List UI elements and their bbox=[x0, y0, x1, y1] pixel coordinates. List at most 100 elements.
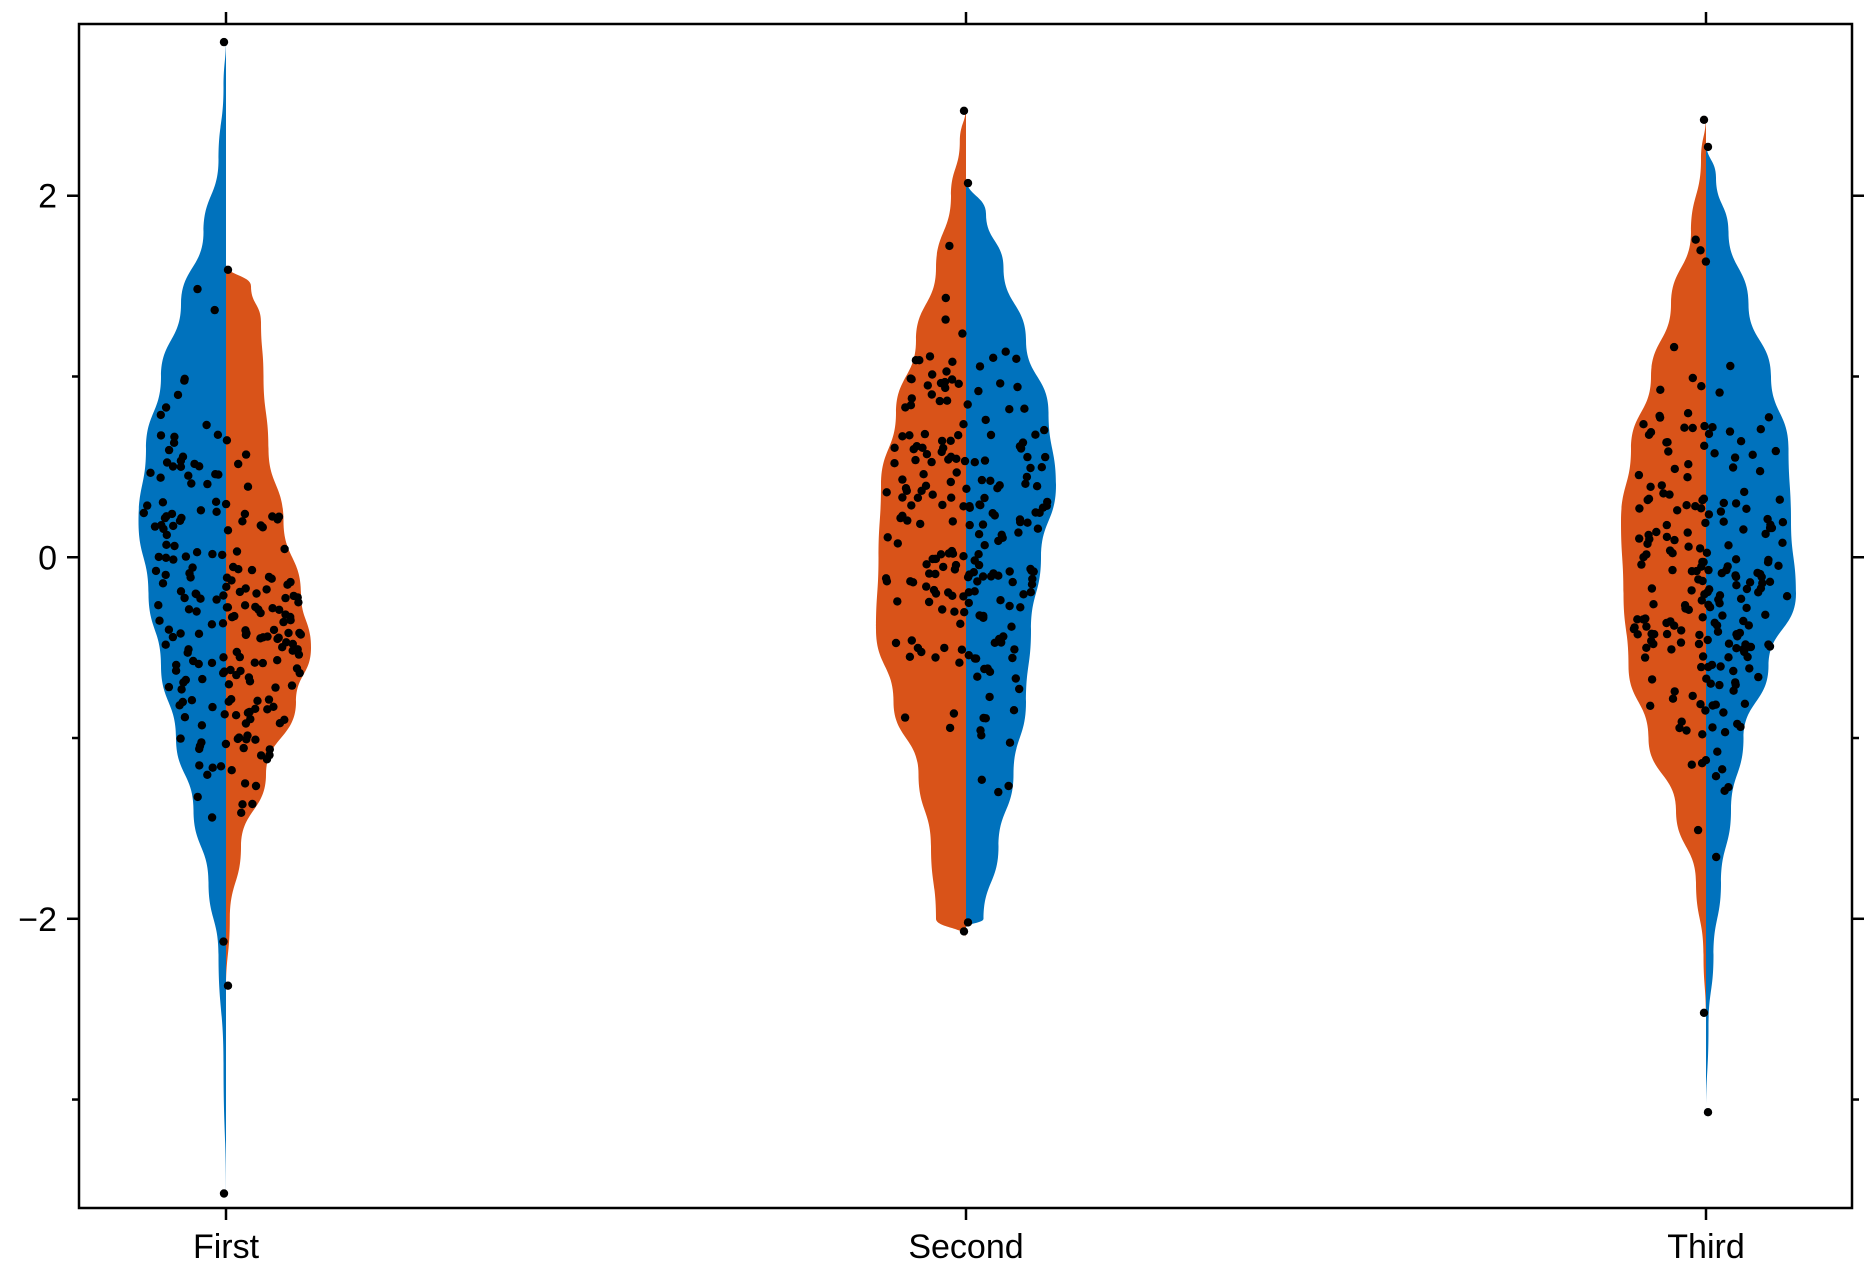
data-point bbox=[170, 432, 179, 441]
data-point bbox=[222, 573, 232, 582]
data-point bbox=[1646, 482, 1655, 491]
data-point bbox=[1736, 437, 1746, 446]
data-point bbox=[1719, 708, 1728, 717]
data-point bbox=[258, 523, 267, 532]
data-point bbox=[160, 513, 170, 523]
data-point bbox=[212, 595, 221, 604]
data-point bbox=[1662, 520, 1672, 530]
data-point bbox=[981, 415, 990, 425]
data-point bbox=[963, 918, 973, 927]
data-point bbox=[913, 493, 923, 502]
data-point bbox=[1726, 361, 1735, 371]
x-category-label-second: Second bbox=[908, 1228, 1023, 1266]
x-axis-labels: First Second Third bbox=[193, 1228, 1745, 1266]
data-point bbox=[248, 799, 257, 809]
data-point bbox=[1698, 652, 1708, 661]
data-point bbox=[158, 579, 168, 588]
data-point bbox=[946, 477, 955, 487]
data-point bbox=[905, 431, 914, 440]
data-point bbox=[284, 628, 293, 638]
data-point bbox=[1015, 442, 1025, 451]
data-point bbox=[945, 241, 954, 251]
data-point bbox=[959, 502, 968, 511]
data-point bbox=[203, 770, 212, 779]
data-point bbox=[253, 696, 262, 705]
data-point bbox=[948, 517, 957, 526]
data-point bbox=[227, 766, 236, 775]
data-point bbox=[245, 677, 255, 686]
data-point bbox=[275, 719, 285, 728]
data-point bbox=[208, 549, 217, 559]
data-point bbox=[1764, 640, 1773, 649]
data-point bbox=[1746, 642, 1756, 652]
data-point bbox=[964, 598, 973, 608]
data-point bbox=[909, 445, 918, 454]
data-point bbox=[965, 520, 974, 530]
data-point bbox=[220, 710, 229, 719]
data-point bbox=[1743, 652, 1752, 662]
data-point bbox=[280, 544, 289, 554]
data-point bbox=[1701, 518, 1710, 528]
data-point bbox=[164, 682, 174, 692]
data-point bbox=[1657, 481, 1667, 490]
data-point bbox=[1684, 460, 1693, 469]
data-point bbox=[898, 511, 907, 520]
data-point bbox=[219, 653, 228, 662]
data-point bbox=[1725, 427, 1735, 436]
data-point bbox=[1004, 781, 1013, 791]
data-point bbox=[1745, 664, 1754, 673]
data-point bbox=[995, 634, 1004, 644]
data-point bbox=[990, 511, 999, 520]
data-point bbox=[1713, 747, 1722, 756]
data-point bbox=[973, 577, 982, 586]
data-point bbox=[1704, 565, 1713, 575]
data-point bbox=[1643, 495, 1652, 505]
data-point bbox=[1682, 726, 1691, 735]
data-point bbox=[193, 284, 202, 294]
data-point bbox=[1731, 499, 1741, 508]
data-point bbox=[1696, 700, 1705, 709]
data-point bbox=[981, 714, 990, 723]
data-point bbox=[1694, 639, 1704, 649]
data-point bbox=[1716, 507, 1726, 516]
data-point bbox=[882, 577, 892, 586]
data-point bbox=[1758, 579, 1767, 588]
violin-layer bbox=[138, 36, 1796, 1199]
data-point bbox=[1730, 453, 1740, 462]
data-point bbox=[882, 488, 891, 497]
data-point bbox=[278, 643, 287, 652]
data-point bbox=[1740, 699, 1750, 708]
data-point bbox=[1719, 517, 1728, 526]
data-point bbox=[1645, 534, 1654, 544]
data-point bbox=[1732, 644, 1741, 653]
data-point bbox=[258, 658, 267, 668]
data-point bbox=[890, 459, 899, 468]
data-point bbox=[922, 560, 931, 569]
data-point bbox=[1646, 428, 1656, 437]
data-point bbox=[164, 625, 174, 634]
data-point bbox=[1013, 382, 1022, 392]
data-point bbox=[223, 603, 233, 612]
data-point bbox=[1032, 482, 1042, 491]
data-point bbox=[1701, 756, 1711, 765]
data-point bbox=[1675, 723, 1684, 733]
data-point bbox=[222, 582, 231, 591]
data-point bbox=[970, 587, 979, 596]
data-point bbox=[161, 403, 171, 412]
data-point bbox=[1724, 653, 1733, 662]
data-point bbox=[234, 733, 244, 742]
data-point bbox=[1670, 687, 1679, 696]
data-point bbox=[977, 775, 986, 784]
data-point bbox=[1005, 567, 1014, 576]
data-point bbox=[193, 792, 202, 802]
data-point bbox=[1729, 686, 1738, 695]
data-point bbox=[1699, 1008, 1709, 1017]
data-point bbox=[176, 734, 185, 743]
data-point bbox=[950, 607, 959, 616]
data-point bbox=[183, 648, 192, 657]
y-tick-label: 2 bbox=[38, 178, 57, 216]
data-point bbox=[1015, 515, 1025, 524]
data-point bbox=[264, 572, 274, 582]
data-point bbox=[169, 521, 178, 531]
